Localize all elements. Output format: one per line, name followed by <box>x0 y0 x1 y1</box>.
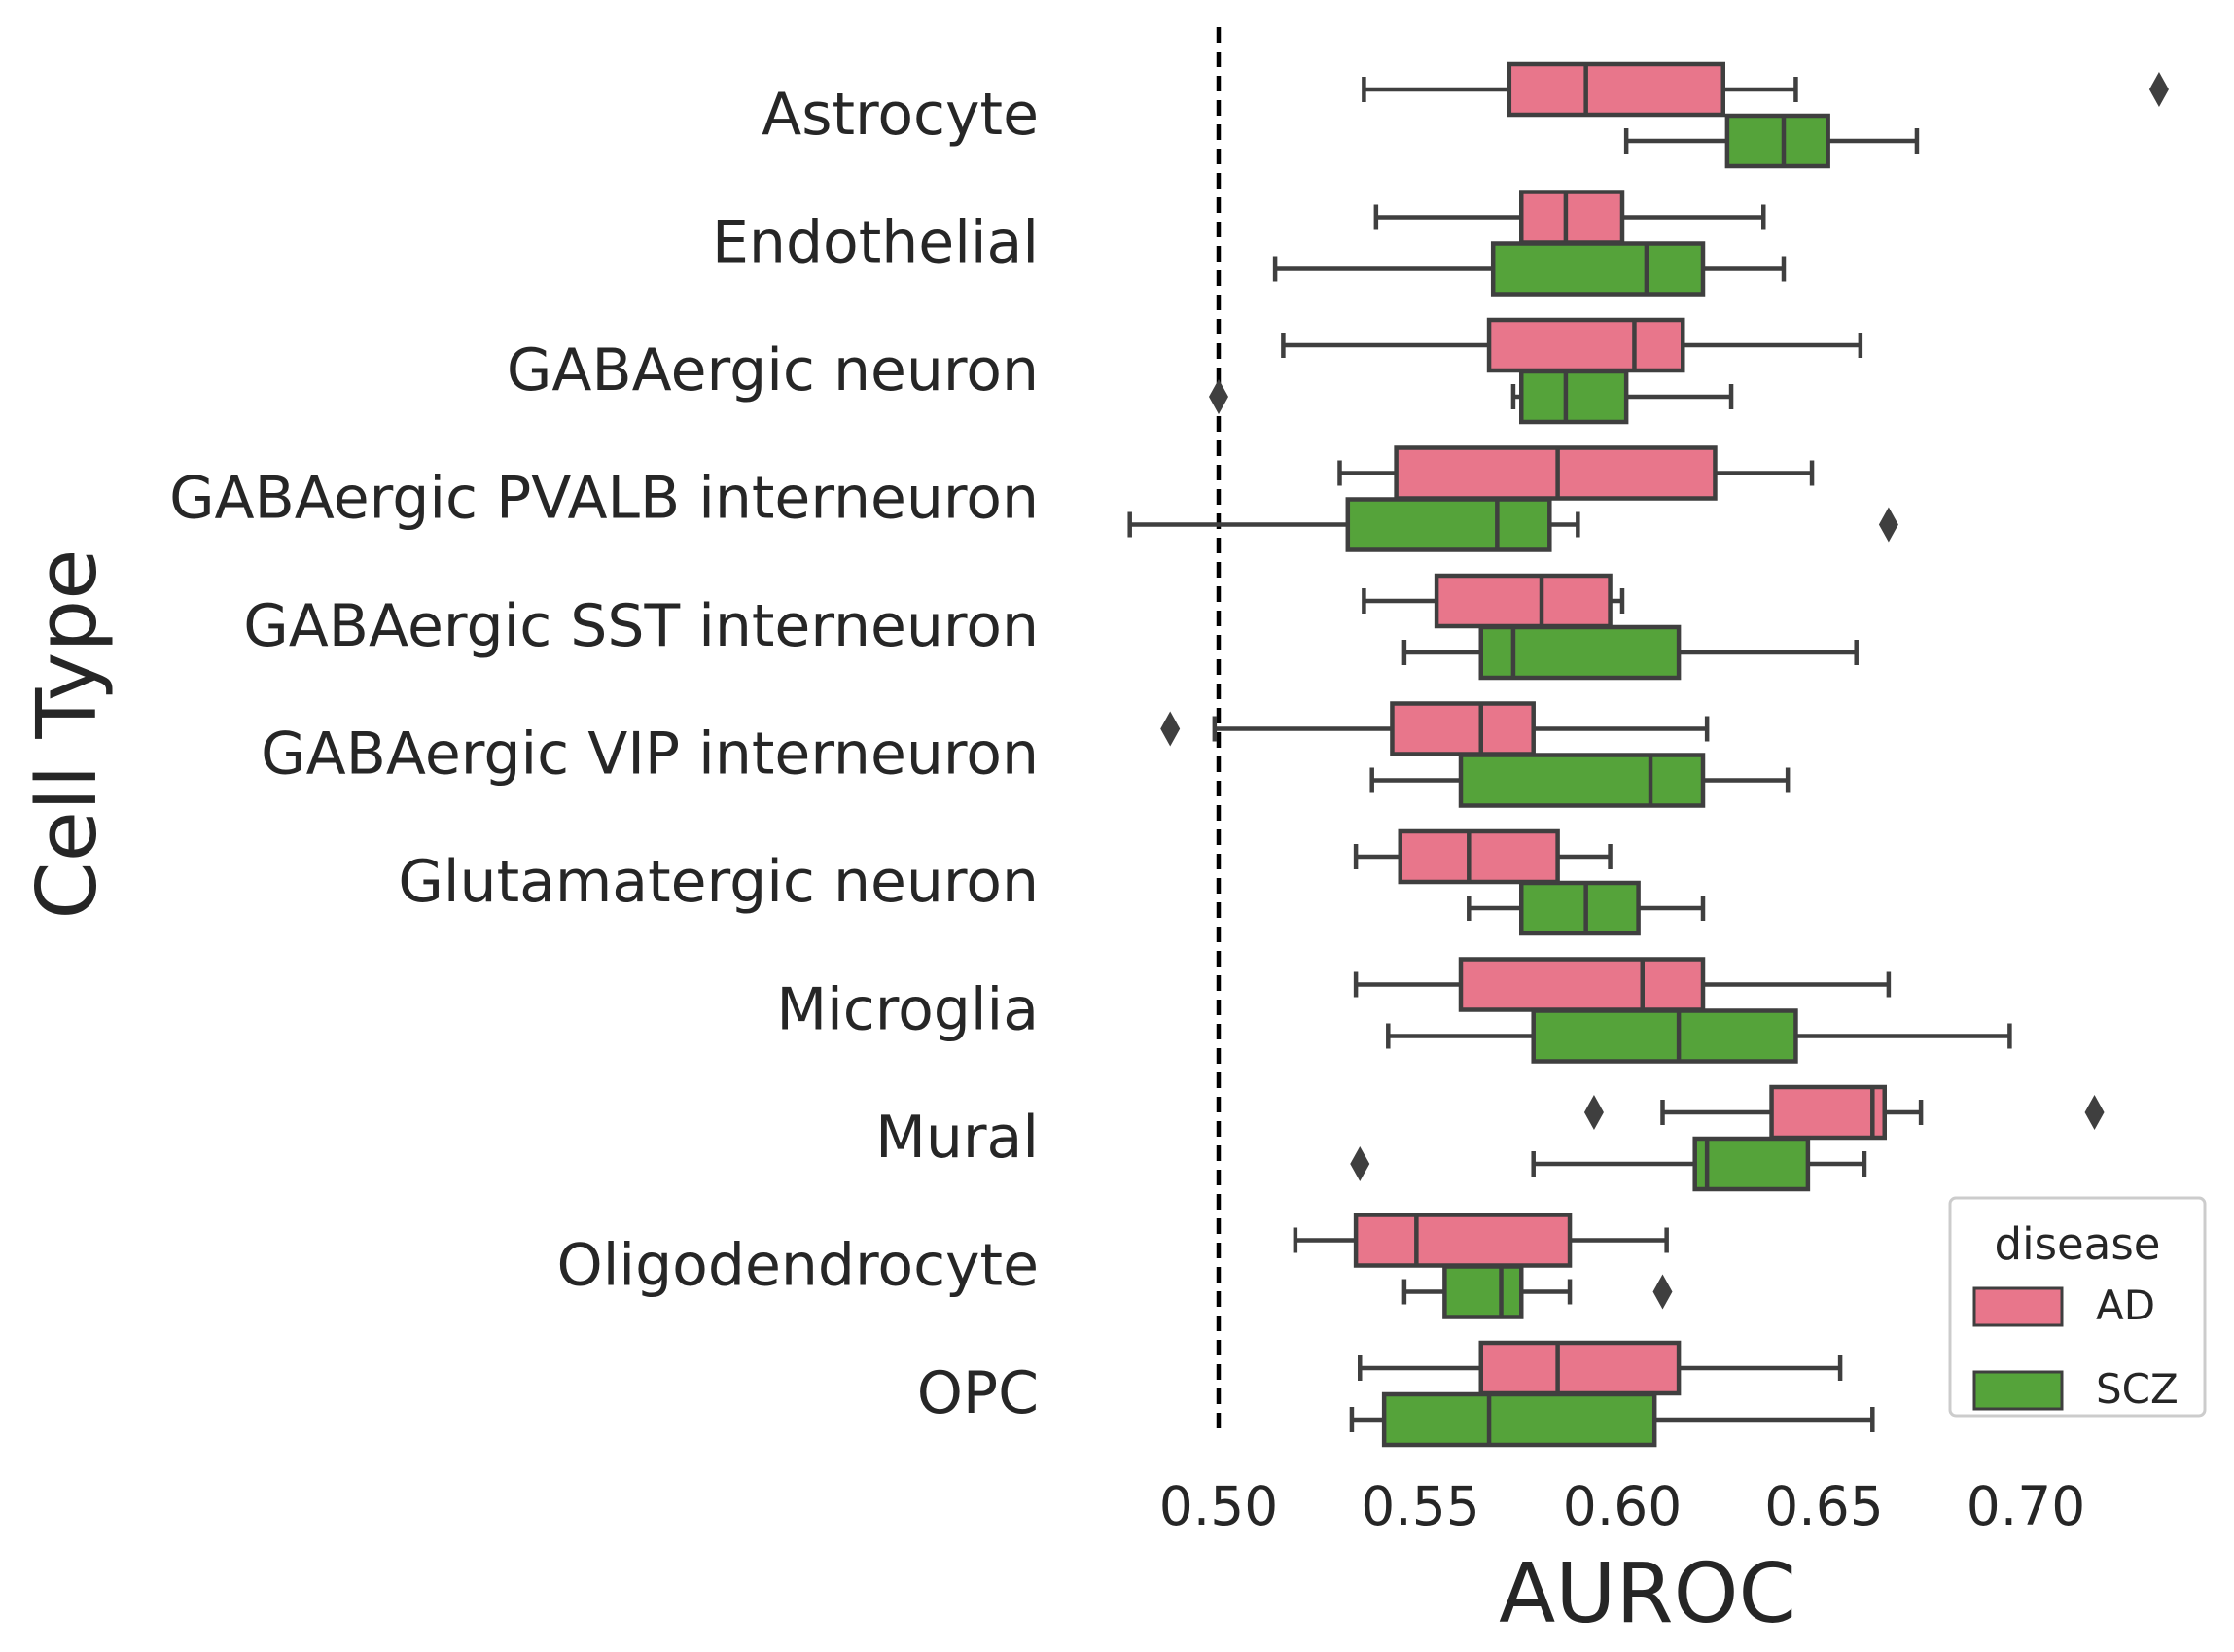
outlier-point <box>1652 1274 1673 1310</box>
legend-label: SCZ <box>2096 1365 2179 1413</box>
box-ad <box>1281 317 1863 373</box>
category-label: Microglia <box>776 976 1039 1044</box>
category-label: GABAergic SST interneuron <box>243 592 1039 660</box>
box-iqr <box>1769 1084 1888 1141</box>
box-ad <box>1353 828 1613 885</box>
box-iqr <box>1390 701 1536 756</box>
legend-swatch <box>1972 1286 2064 1327</box>
category-label: Glutamatergic neuron <box>398 848 1039 916</box>
box-scz <box>1369 753 1791 808</box>
outlier-point <box>1878 507 1898 543</box>
box-scz <box>1350 1136 1867 1192</box>
category-label: Mural <box>875 1104 1039 1172</box>
x-tick-label: 0.65 <box>1764 1475 1883 1537</box>
y-axis-title: Cell Type <box>19 548 116 919</box>
box-scz <box>1349 1391 1875 1448</box>
box-iqr <box>1458 957 1706 1012</box>
box-scz <box>1401 1264 1673 1319</box>
box-iqr <box>1434 573 1613 629</box>
box-iqr <box>1442 1264 1524 1319</box>
category-label: Astrocyte <box>762 81 1039 149</box>
box-iqr <box>1519 190 1625 245</box>
x-tick-label: 0.70 <box>1967 1475 2085 1537</box>
outlier-point <box>1350 1146 1370 1181</box>
box-iqr <box>1724 113 1830 169</box>
box-iqr <box>1353 1213 1573 1268</box>
category-label: GABAergic neuron <box>507 336 1039 404</box>
category-label: GABAergic VIP interneuron <box>261 721 1039 789</box>
box-iqr <box>1458 753 1706 808</box>
box-scz <box>1272 241 1787 297</box>
legend-title: disease <box>1995 1218 2161 1270</box>
outlier-point <box>1583 1095 1604 1130</box>
legend: disease AD SCZ <box>1948 1196 2207 1418</box>
box-iqr <box>1345 497 1552 552</box>
box-ad <box>1373 190 1766 245</box>
box-ad <box>1353 957 1892 1012</box>
box-iqr <box>1486 317 1685 373</box>
outlier-point <box>2084 1095 2105 1130</box>
box-iqr <box>1478 624 1682 681</box>
box-iqr <box>1519 369 1629 425</box>
category-label: OPC <box>917 1359 1039 1427</box>
box-iqr <box>1519 880 1641 936</box>
category-label: GABAergic PVALB interneuron <box>169 465 1039 533</box>
x-axis-title: AUROC <box>1499 1546 1796 1642</box>
category-label: Endothelial <box>712 209 1039 277</box>
box-ad <box>1293 1213 1669 1268</box>
box-iqr <box>1478 1340 1682 1396</box>
box-iqr <box>1381 1391 1657 1448</box>
box-scz <box>1209 369 1734 425</box>
box-scz <box>1467 880 1706 936</box>
x-tick-label: 0.60 <box>1563 1475 1682 1537</box>
legend-swatch <box>1972 1370 2064 1411</box>
box-scz <box>1127 497 1898 552</box>
legend-label: AD <box>2096 1282 2155 1329</box>
box-iqr <box>1398 828 1560 885</box>
outlier-point <box>2148 72 2169 107</box>
x-tick-label: 0.55 <box>1361 1475 1479 1537</box>
box-ad <box>1362 61 2169 118</box>
box-iqr <box>1507 61 1726 118</box>
box-scz <box>1623 113 1920 169</box>
box-ad <box>1362 573 1625 629</box>
box-ad <box>1337 445 1815 501</box>
x-tick-label: 0.50 <box>1159 1475 1278 1537</box>
box-iqr <box>1692 1136 1811 1192</box>
box-ad <box>1160 701 1710 756</box>
box-scz <box>1401 624 1859 681</box>
box-ad <box>1583 1084 2105 1141</box>
box-scz <box>1386 1008 2012 1064</box>
legend-frame <box>1948 1196 2207 1418</box>
box-iqr <box>1490 241 1706 297</box>
box-iqr <box>1531 1008 1798 1064</box>
outlier-point <box>1160 711 1181 747</box>
outlier-point <box>1209 379 1228 414</box>
category-label: Oligodendrocyte <box>557 1232 1039 1300</box>
box-ad <box>1358 1340 1843 1396</box>
